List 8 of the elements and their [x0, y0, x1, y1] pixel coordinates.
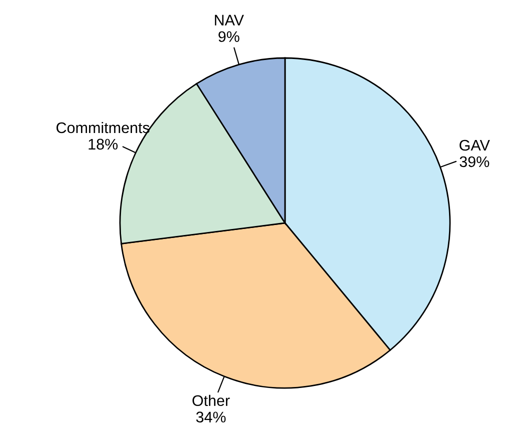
- data-label: 34%: [196, 412, 226, 422]
- slice-label: Other: [192, 394, 230, 406]
- slice-label: NAV: [214, 14, 244, 26]
- data-label: 18%: [88, 138, 118, 150]
- data-label: 39%: [460, 156, 490, 168]
- slice-label: Commitments: [56, 122, 150, 134]
- slice-label: GAV: [460, 140, 490, 151]
- data-label: 9%: [218, 31, 240, 42]
